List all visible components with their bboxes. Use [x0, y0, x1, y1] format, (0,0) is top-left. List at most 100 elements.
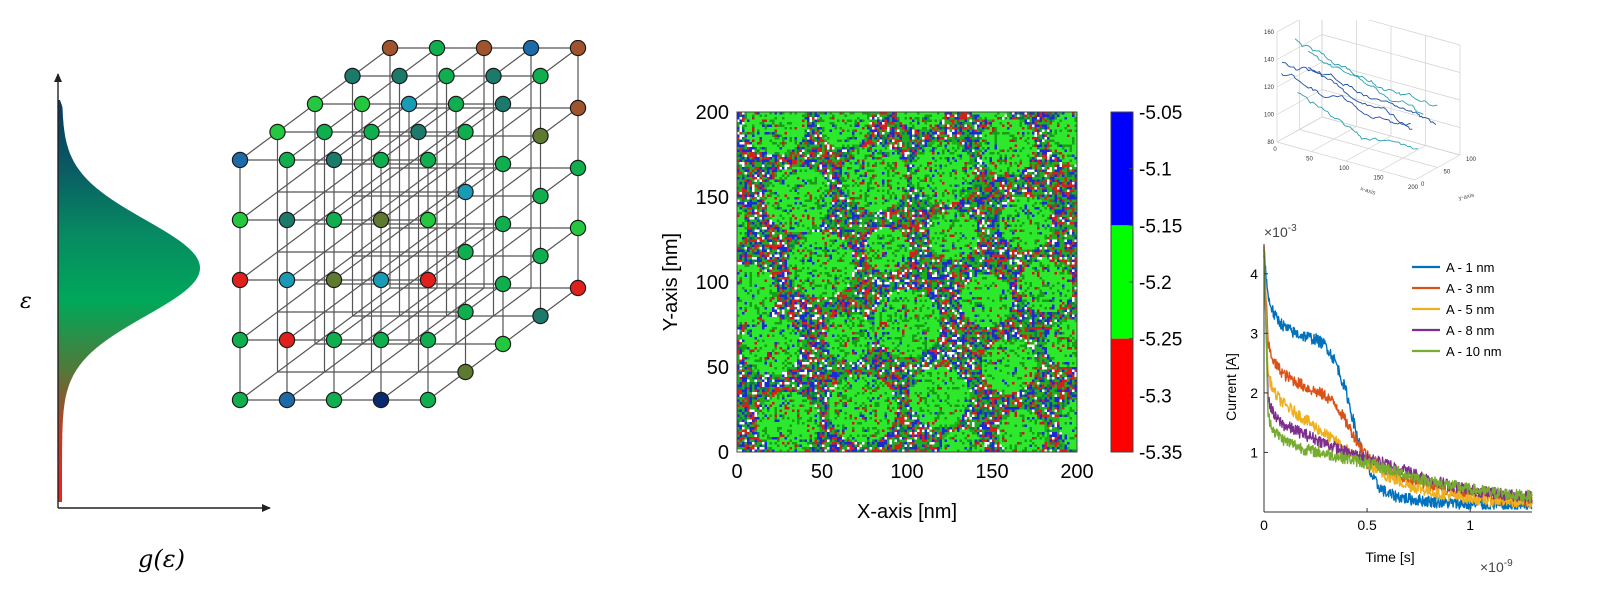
colorbar-band [1111, 338, 1133, 452]
lattice-site [438, 67, 455, 85]
map-x-tick-label: 150 [975, 461, 1008, 483]
trajectory-x-tick-label: 0 [1273, 147, 1277, 153]
map-x-label: X-axis [nm] [857, 501, 957, 523]
lattice-site [363, 123, 380, 141]
lattice-site [372, 331, 390, 349]
chart-y-tick-label: 3 [1250, 325, 1258, 341]
lattice-site [278, 391, 296, 409]
lattice-site [316, 123, 333, 141]
lattice-site [400, 95, 418, 113]
chart-series [1263, 245, 1533, 510]
trajectory-grid-line [1276, 34, 1323, 60]
trajectory-line [1294, 38, 1424, 115]
trajectory-x-label: x-axis [1359, 186, 1376, 197]
colorbar [1110, 111, 1134, 453]
dos-panel: ε g(ε) [20, 73, 271, 573]
trajectory-z-tick-label: 120 [1264, 85, 1275, 91]
map-x-tick-label: 50 [811, 461, 833, 483]
legend-label: A - 5 nm [1446, 302, 1494, 317]
lattice-site [325, 271, 343, 289]
trajectory-line [1297, 92, 1418, 150]
lattice-site [494, 155, 512, 173]
colorbar-tick-label: -5.35 [1139, 443, 1182, 464]
chart-x-tick-label: 0 [1260, 517, 1268, 533]
lattice-site [231, 151, 249, 169]
colorbar-tick-label: -5.25 [1139, 330, 1182, 351]
chart-y-tick-label: 4 [1250, 266, 1258, 282]
lattice-site [419, 271, 437, 289]
map-x-tick-label: 200 [1060, 461, 1093, 483]
map-y-tick-label: 100 [696, 272, 729, 294]
lattice-edge [333, 167, 485, 281]
trajectory-line [1307, 67, 1437, 126]
lattice-site [419, 391, 437, 409]
dos-curve [58, 100, 200, 502]
lattice-site [457, 363, 474, 381]
trajectory-x-tick-label: 150 [1373, 176, 1384, 182]
trajectory-grid-line [1276, 89, 1323, 115]
series-line [1263, 247, 1533, 509]
lattice-site [278, 331, 296, 349]
lattice-site [419, 151, 437, 169]
colorbar-tick-label: -5.2 [1139, 273, 1172, 294]
lattice-site [231, 271, 249, 289]
lattice-site [457, 303, 474, 321]
map-y-label: Y-axis [nm] [660, 233, 682, 331]
y-exponent-label: ×10-3 [1264, 223, 1297, 240]
dos-x-label: g(ε) [138, 545, 185, 573]
map-y-tick-label: 200 [696, 102, 729, 124]
chart-x-tick-label: 0.5 [1357, 517, 1377, 533]
trajectory-z-tick-label: 160 [1264, 30, 1275, 36]
map-x-tick-label: 0 [731, 461, 742, 483]
lattice-site [419, 331, 437, 349]
chart-y-label: Current [A] [1223, 353, 1239, 421]
trajectory-line [1308, 50, 1438, 107]
lattice-site [372, 151, 390, 169]
legend-label: A - 8 nm [1446, 323, 1494, 338]
lattice-site [457, 123, 474, 141]
colorbar-tick-label: -5.3 [1139, 386, 1172, 407]
colorbar-band [1111, 112, 1133, 226]
lattice-site [372, 391, 390, 409]
lattice-site [325, 151, 343, 169]
x-exponent-label: ×10-9 [1480, 558, 1513, 575]
lattice-site [372, 211, 390, 229]
trajectory-grid-line [1321, 61, 1461, 101]
lattice-site [522, 40, 540, 57]
lattice-site [381, 40, 399, 57]
colorbar-tick-label: -5.05 [1139, 103, 1182, 124]
lattice-site [569, 279, 587, 297]
lattice-site [325, 211, 343, 229]
lattice-site [494, 95, 512, 113]
trajectory-y-tick-label: 50 [1444, 170, 1451, 176]
map-pixels [737, 112, 1077, 452]
map-y-tick-label: 150 [696, 187, 729, 209]
trajectory-lines [1281, 38, 1438, 150]
trajectory-grid-line [1321, 34, 1461, 73]
chart-x-ticks: 0 0.5 1 [1260, 508, 1474, 533]
trajectory-y-tick-label: 100 [1466, 157, 1477, 163]
map-x-ticks: 0 50 100 150 200 [731, 447, 1094, 483]
lattice-site [494, 335, 512, 353]
lattice-site [532, 187, 549, 205]
lattice-site [231, 331, 249, 349]
lattice-site [532, 67, 549, 85]
dos-y-label: ε [20, 289, 32, 314]
trajectory-grid-line [1321, 89, 1461, 128]
lattice-site [353, 95, 371, 113]
lattice-site [457, 243, 474, 261]
colorbar-band [1111, 225, 1133, 339]
colorbar-tick-label: -5.1 [1139, 160, 1172, 181]
lattice-site [306, 95, 324, 113]
trajectory-y-label: y-axis [1458, 193, 1475, 202]
lattice-site [278, 271, 296, 289]
lattice-site [269, 123, 286, 141]
colorbar-tick-label: -5.15 [1139, 216, 1182, 237]
trajectory-grid-line [1367, 20, 1461, 46]
trajectory-y-tick-label: 0 [1421, 182, 1425, 188]
lattice-site [344, 67, 361, 85]
lattice-site [410, 123, 427, 141]
trajectory-line [1281, 73, 1411, 126]
trajectory-grid-line [1276, 116, 1323, 143]
